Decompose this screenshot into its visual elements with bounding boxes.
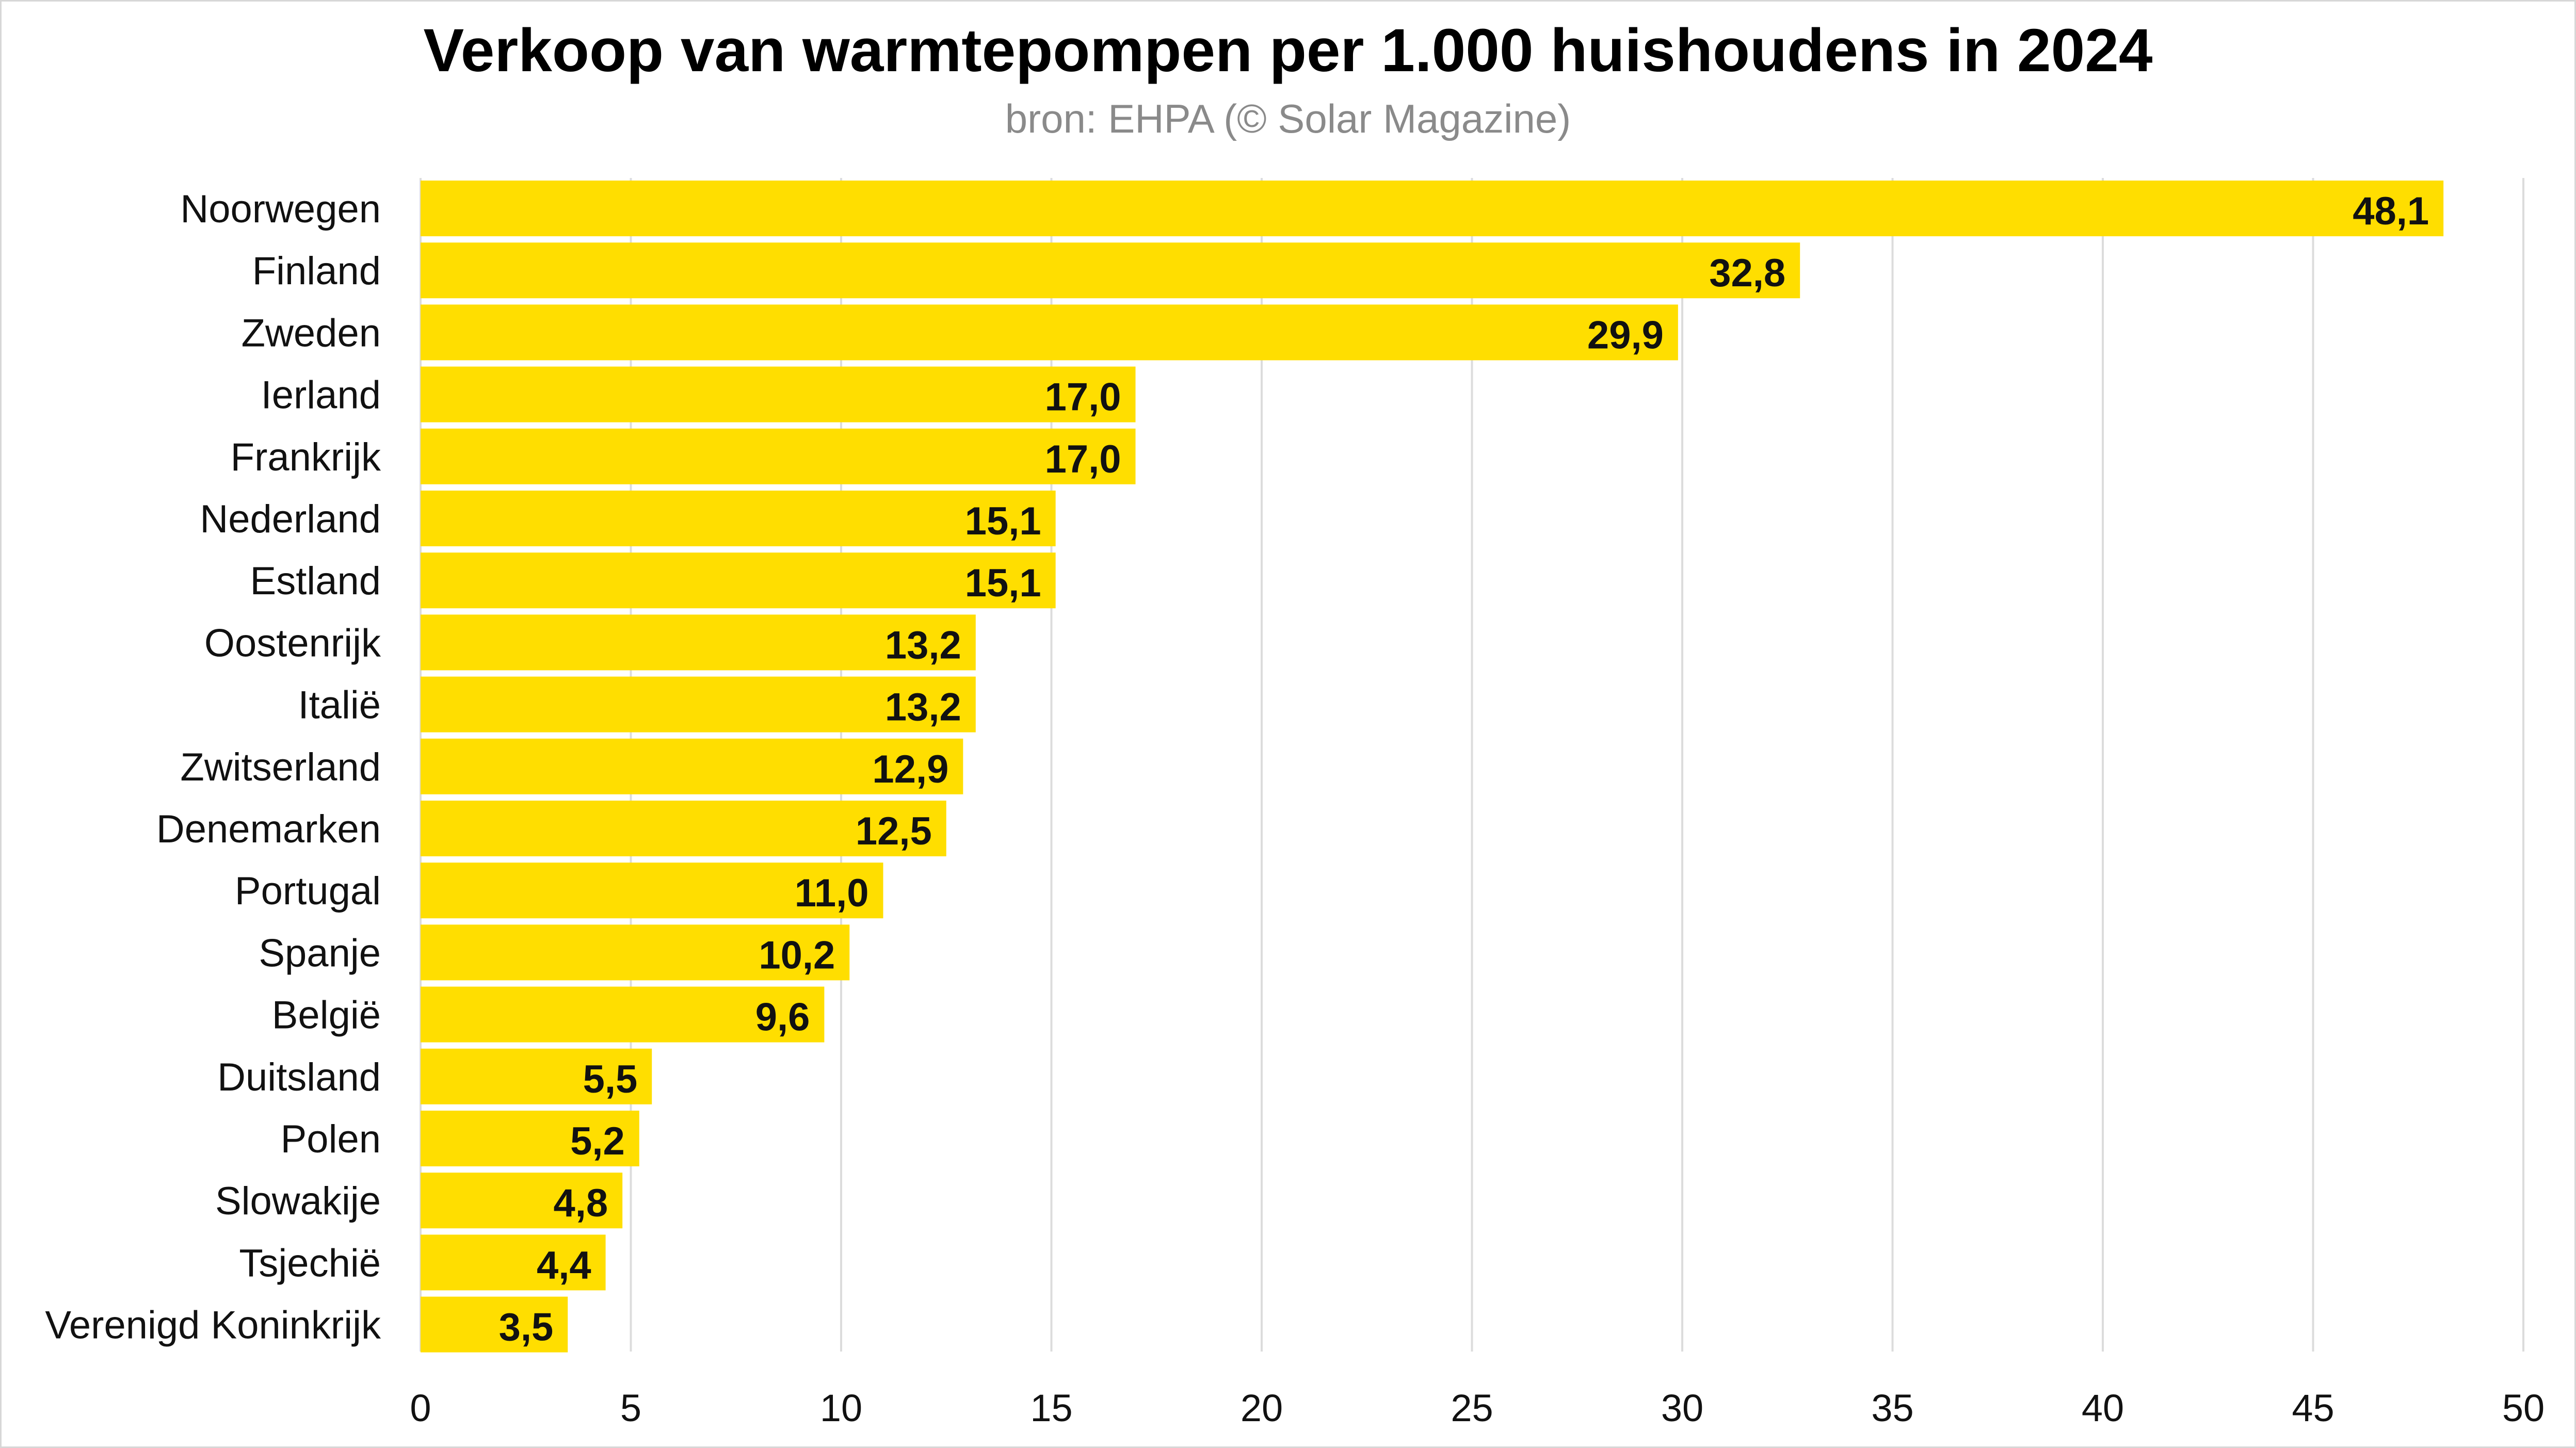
value-label: 15,1 — [965, 499, 1041, 543]
category-label: Noorwegen — [180, 187, 381, 231]
category-label: Spanje — [259, 931, 381, 975]
value-label: 5,2 — [570, 1119, 625, 1163]
value-label: 17,0 — [1045, 376, 1121, 419]
x-tick-label: 0 — [410, 1387, 431, 1429]
category-label: Zweden — [242, 311, 381, 355]
value-labels: 48,132,829,917,017,015,115,113,213,212,9… — [499, 189, 2429, 1349]
category-label: Estland — [250, 559, 381, 603]
x-tick-label: 15 — [1030, 1387, 1072, 1429]
bar — [421, 1296, 568, 1353]
bar — [421, 428, 1136, 484]
bar — [421, 1173, 623, 1229]
x-tick-label: 10 — [820, 1387, 862, 1429]
category-label: Portugal — [235, 869, 381, 913]
bar — [421, 924, 850, 981]
value-label: 17,0 — [1045, 437, 1121, 481]
bars — [421, 181, 2444, 1353]
category-label: Denemarken — [156, 807, 381, 851]
x-tick-label: 30 — [1661, 1387, 1703, 1429]
x-tick-label: 25 — [1451, 1387, 1493, 1429]
category-label: België — [272, 994, 381, 1037]
bar — [421, 738, 963, 794]
x-axis-ticks: 0 5 10 15 20 25 30 35 40 45 50 — [410, 1387, 2545, 1429]
category-label: Italië — [298, 684, 381, 727]
bar — [421, 242, 1800, 299]
x-tick-label: 40 — [2082, 1387, 2124, 1429]
value-label: 3,5 — [499, 1306, 554, 1349]
category-label: Finland — [252, 249, 381, 293]
category-label: Zwitserland — [180, 745, 381, 789]
bar — [421, 863, 883, 919]
bar — [421, 676, 976, 733]
category-label: Slowakije — [215, 1179, 381, 1223]
value-label: 29,9 — [1587, 313, 1664, 357]
x-tick-label: 5 — [620, 1387, 641, 1429]
value-label: 5,5 — [583, 1057, 638, 1101]
x-tick-label: 20 — [1241, 1387, 1283, 1429]
category-labels: Noorwegen Finland Zweden Ierland Frankrijk Ne… — [45, 187, 381, 1347]
bar — [421, 181, 2444, 236]
bar — [421, 1048, 652, 1104]
x-tick-label: 35 — [1871, 1387, 1913, 1429]
bar — [421, 801, 946, 856]
value-label: 13,2 — [885, 623, 961, 667]
value-label: 10,2 — [759, 933, 835, 977]
value-label: 13,2 — [885, 686, 961, 729]
category-label: Ierland — [261, 373, 381, 417]
value-label: 11,0 — [795, 871, 869, 915]
x-tick-label: 50 — [2502, 1387, 2545, 1429]
category-label: Tsjechië — [239, 1241, 381, 1285]
bar — [421, 1111, 639, 1166]
value-label: 9,6 — [755, 996, 810, 1039]
bar — [421, 491, 1056, 546]
category-label: Nederland — [200, 497, 381, 541]
chart-title: Verkoop van warmtepompen per 1.000 huish… — [423, 17, 2153, 85]
category-label: Oostenrijk — [204, 621, 381, 665]
category-label: Duitsland — [217, 1055, 381, 1099]
value-label: 12,5 — [856, 809, 932, 853]
value-label: 4,8 — [554, 1181, 608, 1225]
value-label: 12,9 — [872, 747, 948, 791]
category-label: Frankrijk — [231, 435, 381, 479]
chart-subtitle: bron: EHPA (© Solar Magazine) — [1005, 96, 1571, 141]
value-label: 48,1 — [2353, 189, 2429, 233]
value-label: 4,4 — [537, 1243, 591, 1287]
bar — [421, 304, 1678, 361]
bar — [421, 614, 976, 671]
category-label: Polen — [281, 1117, 381, 1161]
x-tick-label: 45 — [2292, 1387, 2334, 1429]
category-label: Verenigd Koninkrijk — [45, 1304, 381, 1347]
value-label: 15,1 — [965, 561, 1041, 605]
value-label: 32,8 — [1709, 251, 1785, 295]
bar — [421, 552, 1056, 609]
bar — [421, 366, 1136, 422]
bar — [421, 986, 825, 1043]
bar — [421, 1234, 606, 1291]
